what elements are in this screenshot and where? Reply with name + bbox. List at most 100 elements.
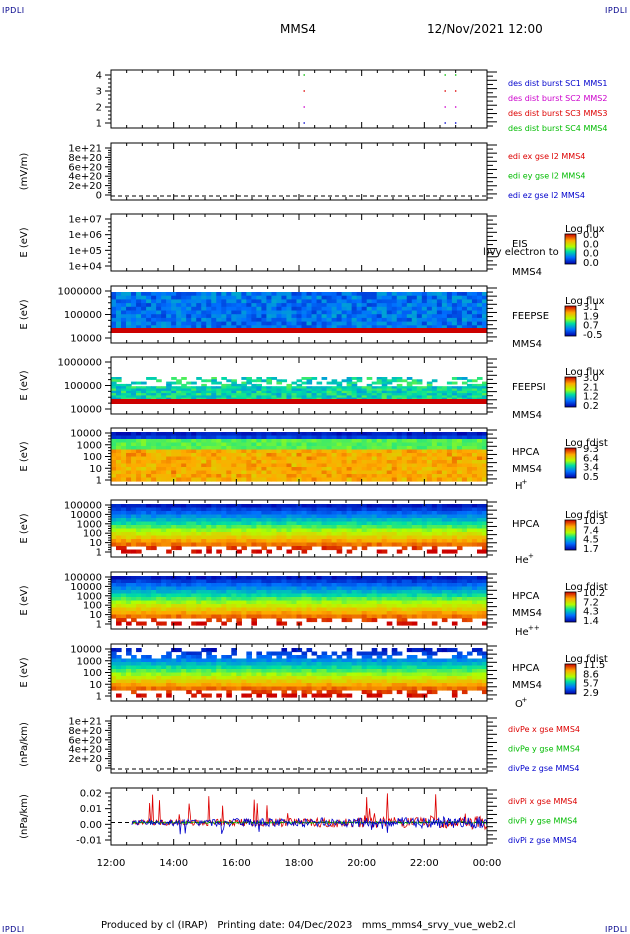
spectrogram-cell (156, 439, 162, 444)
spectrogram-cell (356, 295, 363, 300)
spectrogram-cell (456, 456, 463, 461)
spectrogram-cell (381, 614, 388, 619)
spectrogram-cell (151, 314, 157, 319)
spectrogram-cell (441, 388, 448, 392)
spectrogram-cell (156, 292, 162, 297)
spectrogram-cell (176, 579, 182, 584)
spectrogram-cell (466, 576, 473, 581)
spectrogram-cell (386, 607, 393, 612)
spectrogram-cell (401, 453, 408, 458)
spectrogram-cell (391, 470, 398, 475)
spectrogram-cell (441, 442, 448, 447)
spectrogram-cell (296, 586, 303, 591)
spectrogram-cell (261, 535, 268, 540)
spectrogram-cell (211, 470, 217, 475)
spectrogram-cell (386, 314, 393, 319)
spectrogram-cell (281, 439, 288, 444)
spectrogram-cell (116, 321, 122, 326)
spectrogram-cell (146, 432, 152, 437)
y-tick-label: 100000 (64, 573, 102, 584)
spectrogram-cell (336, 542, 343, 547)
spectrogram-cell (251, 383, 257, 387)
spectrogram-cell (146, 453, 152, 458)
spectrogram-cell (226, 618, 232, 623)
spectrogram-cell (366, 393, 373, 396)
spectrogram-cell (151, 525, 157, 530)
spectrogram-cell (201, 477, 207, 482)
spectrogram-cell (201, 590, 207, 595)
spectrogram-cell (241, 539, 247, 544)
spectrogram-cell (206, 607, 212, 612)
spectrogram-cell (156, 314, 162, 319)
spectrogram-cell (261, 518, 268, 523)
colorbar-tick: 3.1 (583, 302, 599, 313)
spectrogram-cell (366, 377, 373, 380)
spectrogram-cell (471, 607, 478, 612)
spectrogram-cell (416, 439, 423, 444)
spectrogram-cell (221, 463, 227, 468)
spectrogram-cell (326, 539, 333, 544)
spectrogram-cell (221, 504, 227, 509)
spectrogram-cell (321, 528, 328, 533)
spectrogram-cell (226, 542, 232, 547)
spectrogram-cell (181, 467, 187, 472)
spectrogram-cell (186, 607, 192, 612)
spectrogram-cell (121, 474, 127, 479)
spectrogram-cell (481, 321, 488, 326)
spectrogram-cell (466, 614, 473, 619)
y-tick-label: 10 (89, 538, 102, 549)
spectrogram-cell (276, 507, 283, 512)
hpca_he-spectrogram (111, 504, 488, 554)
spectrogram-cell (446, 593, 453, 598)
spectrogram-cell (341, 474, 348, 479)
spectrogram-cell (116, 456, 122, 461)
spectrogram-cell (386, 393, 393, 396)
spectrogram-cell (116, 514, 122, 519)
spectrogram-cell (146, 525, 152, 530)
spectrogram-cell (241, 470, 247, 475)
spectrogram-cell (411, 321, 418, 326)
spectrogram-cell (466, 525, 473, 530)
spectrogram-cell (421, 303, 428, 308)
spectrogram-cell (251, 579, 257, 584)
spectrogram-cell (221, 621, 227, 626)
spectrogram-cell (186, 470, 192, 475)
spectrogram-cell (281, 453, 288, 458)
spectrogram-cell (251, 379, 257, 383)
colorbar (564, 305, 577, 337)
spectrogram-cell (356, 604, 363, 609)
spectrogram-cell (326, 321, 333, 326)
spectrogram-cell (301, 317, 308, 323)
spectrogram-cell (311, 299, 318, 304)
spectrogram-cell (411, 477, 418, 482)
spectrogram-cell (401, 511, 408, 516)
spectrogram-cell (461, 386, 468, 390)
spectrogram-cell (356, 511, 363, 516)
spectrogram-cell (256, 453, 262, 458)
spectrogram-cell (151, 295, 157, 300)
spectrogram-cell (181, 449, 187, 454)
spectrogram-cell (351, 377, 358, 380)
spectrogram-cell (471, 586, 478, 591)
spectrogram-cell (431, 590, 438, 595)
spectrogram-cell (461, 456, 468, 461)
spectrogram-cell (386, 532, 393, 537)
spectrogram-cell (401, 292, 408, 297)
spectrogram-cell (266, 381, 273, 385)
spectrogram-cell (126, 456, 132, 461)
spectrogram-cell (461, 525, 468, 530)
spectrogram-cell (426, 321, 433, 326)
spectrogram-cell (121, 614, 127, 619)
spectrogram-cell (426, 600, 433, 605)
spectrogram-cell (221, 535, 227, 540)
spectrogram-cell (426, 614, 433, 619)
spectrogram-cell (111, 611, 117, 616)
spectrogram-cell (321, 618, 328, 623)
spectrogram-cell (351, 390, 358, 394)
spectrogram-cell (346, 525, 353, 530)
spectrogram-cell (431, 299, 438, 304)
spectrogram-cell (166, 614, 172, 619)
spectrogram-cell (416, 306, 423, 312)
spectrogram-cell (351, 299, 358, 304)
burst-marker (444, 74, 446, 76)
